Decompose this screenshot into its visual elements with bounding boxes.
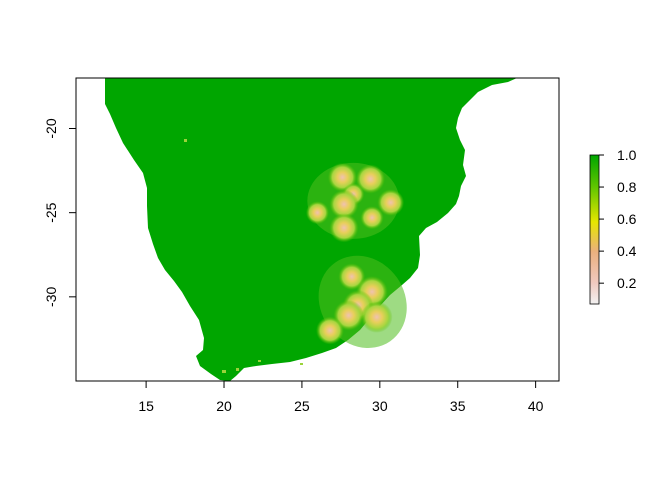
y-tick-label: -20 <box>43 118 59 138</box>
hotspot-cell <box>338 263 366 291</box>
hotspot-cell <box>355 164 386 194</box>
legend-tick-label: 0.4 <box>617 243 637 259</box>
y-tick-label: -30 <box>43 287 59 307</box>
y-tick-label: -25 <box>43 202 59 222</box>
y-axis: -20 -25 -30 <box>43 118 76 307</box>
raster-layer <box>105 78 517 381</box>
raster-hotspots <box>305 162 407 348</box>
x-axis: 15 20 25 30 35 40 <box>138 381 544 414</box>
legend-bar <box>589 154 600 305</box>
hotspot-cell <box>305 201 330 225</box>
hotspot-cell <box>315 316 344 345</box>
land-mass <box>105 78 517 381</box>
x-tick-label: 40 <box>528 398 544 414</box>
hotspot-cell <box>377 189 405 216</box>
legend-tick-label: 0.8 <box>617 179 637 195</box>
x-tick-label: 20 <box>216 398 232 414</box>
plot-frame <box>75 77 560 382</box>
color-legend: 0.2 0.4 0.6 0.8 1.0 <box>589 147 637 305</box>
legend-tick-label: 0.2 <box>617 275 637 291</box>
legend-tick-label: 1.0 <box>617 147 637 163</box>
hotspot-cell <box>360 206 384 230</box>
x-tick-label: 30 <box>372 398 388 414</box>
hotspot-cell <box>329 189 359 219</box>
x-tick-label: 35 <box>450 398 466 414</box>
hotspot-cell <box>360 301 393 333</box>
legend-tick-label: 0.6 <box>617 211 637 227</box>
hotspot-cell <box>329 213 359 243</box>
x-tick-label: 15 <box>138 398 154 414</box>
legend-ticks: 0.2 0.4 0.6 0.8 1.0 <box>599 147 637 291</box>
x-tick-label: 25 <box>294 398 310 414</box>
coastal-speckles <box>184 139 303 373</box>
